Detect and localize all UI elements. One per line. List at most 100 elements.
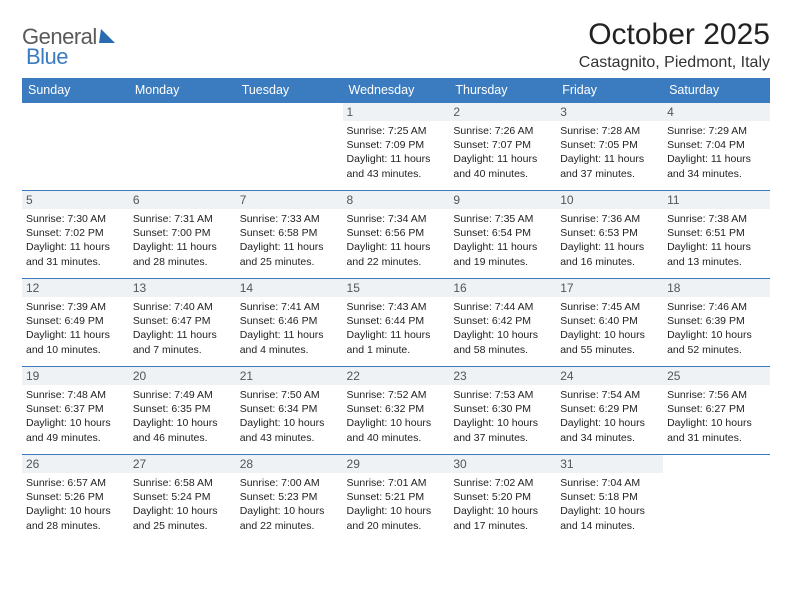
calendar-week: 19 Sunrise: 7:48 AMSunset: 6:37 PMDayligh… [22,367,770,455]
calendar-cell: 12Sunrise: 7:39 AMSunset: 6:49 PMDayligh… [22,279,129,367]
day-number: 27 [129,455,236,473]
sunset-text: Sunset: 6:35 PM [133,402,232,416]
sunrise-text: Sunrise: 7:25 AM [347,124,446,138]
sunrise-text: Sunrise: 7:41 AM [240,300,339,314]
calendar-cell: 17Sunrise: 7:45 AMSunset: 6:40 PMDayligh… [556,279,663,367]
sunrise-text: Sunrise: 7:33 AM [240,212,339,226]
day-number: 12 [22,279,129,297]
daylight-text: Daylight: 11 hours and 4 minutes. [240,328,339,356]
sunrise-text: Sunrise: 7:48 AM [26,388,125,402]
day-info: Sunrise: 7:56 AMSunset: 6:27 PMDaylight:… [667,388,766,445]
day-number: 8 [343,191,450,209]
sunset-text: Sunset: 6:58 PM [240,226,339,240]
day-number: 1 [343,103,450,121]
sunset-text: Sunset: 5:23 PM [240,490,339,504]
day-number: 28 [236,455,343,473]
daylight-text: Daylight: 10 hours and 17 minutes. [453,504,552,532]
day-info: Sunrise: 7:30 AMSunset: 7:02 PMDaylight:… [26,212,125,269]
day-info: Sunrise: 7:01 AMSunset: 5:21 PMDaylight:… [347,476,446,533]
calendar-cell: 11Sunrise: 7:38 AMSunset: 6:51 PMDayligh… [663,191,770,279]
sunset-text: Sunset: 6:34 PM [240,402,339,416]
sunrise-text: Sunrise: 7:04 AM [560,476,659,490]
sunset-text: Sunset: 7:05 PM [560,138,659,152]
sunset-text: Sunset: 7:04 PM [667,138,766,152]
daylight-text: Daylight: 10 hours and 20 minutes. [347,504,446,532]
calendar-cell: 14 Sunrise: 7:41 AMSunset: 6:46 PMDayligh… [236,279,343,367]
calendar-cell: 15Sunrise: 7:43 AMSunset: 6:44 PMDayligh… [343,279,450,367]
calendar-cell: 16Sunrise: 7:44 AMSunset: 6:42 PMDayligh… [449,279,556,367]
calendar-cell: 21Sunrise: 7:50 AMSunset: 6:34 PMDayligh… [236,367,343,455]
sunset-text: Sunset: 5:21 PM [347,490,446,504]
calendar-cell [129,103,236,191]
sunset-text: Sunset: 7:00 PM [133,226,232,240]
sunset-text: Sunset: 6:27 PM [667,402,766,416]
calendar-cell: 31Sunrise: 7:04 AMSunset: 5:18 PMDayligh… [556,455,663,543]
calendar-cell: 29Sunrise: 7:01 AMSunset: 5:21 PMDayligh… [343,455,450,543]
daylight-text: Daylight: 11 hours and 1 minute. [347,328,446,356]
daylight-text: Daylight: 11 hours and 10 minutes. [26,328,125,356]
sunset-text: Sunset: 6:44 PM [347,314,446,328]
calendar-cell: 30Sunrise: 7:02 AMSunset: 5:20 PMDayligh… [449,455,556,543]
daylight-text: Daylight: 10 hours and 43 minutes. [240,416,339,444]
sunrise-text: Sunrise: 7:01 AM [347,476,446,490]
sunrise-text: Sunrise: 7:44 AM [453,300,552,314]
daylight-text: Daylight: 10 hours and 28 minutes. [26,504,125,532]
day-number: 9 [449,191,556,209]
daylight-text: Daylight: 10 hours and 46 minutes. [133,416,232,444]
calendar-cell: 1 Sunrise: 7:25 AMSunset: 7:09 PMDaylight… [343,103,450,191]
day-number: 4 [663,103,770,121]
calendar-cell: 2Sunrise: 7:26 AMSunset: 7:07 PMDaylight… [449,103,556,191]
calendar-cell: 9Sunrise: 7:35 AMSunset: 6:54 PMDaylight… [449,191,556,279]
calendar-cell: 20Sunrise: 7:49 AMSunset: 6:35 PMDayligh… [129,367,236,455]
day-number: 13 [129,279,236,297]
day-number: 19 [22,367,129,385]
day-info: Sunrise: 7:54 AMSunset: 6:29 PMDaylight:… [560,388,659,445]
sunrise-text: Sunrise: 7:35 AM [453,212,552,226]
sunrise-text: Sunrise: 6:58 AM [133,476,232,490]
day-number: 6 [129,191,236,209]
sunrise-text: Sunrise: 7:49 AM [133,388,232,402]
daylight-text: Daylight: 11 hours and 22 minutes. [347,240,446,268]
brand-triangle-icon [99,29,117,43]
calendar-cell: 3Sunrise: 7:28 AMSunset: 7:05 PMDaylight… [556,103,663,191]
sunset-text: Sunset: 7:09 PM [347,138,446,152]
day-info: Sunrise: 7:31 AMSunset: 7:00 PMDaylight:… [133,212,232,269]
brand-blue-row: Blue [26,44,68,70]
day-number: 24 [556,367,663,385]
sunset-text: Sunset: 6:47 PM [133,314,232,328]
brand-blue: Blue [26,44,68,69]
day-header: Wednesday [343,78,450,103]
sunrise-text: Sunrise: 7:02 AM [453,476,552,490]
day-info: Sunrise: 7:52 AMSunset: 6:32 PMDaylight:… [347,388,446,445]
day-info: Sunrise: 7:38 AMSunset: 6:51 PMDaylight:… [667,212,766,269]
sunset-text: Sunset: 6:29 PM [560,402,659,416]
sunset-text: Sunset: 5:20 PM [453,490,552,504]
calendar-cell: 6 Sunrise: 7:31 AMSunset: 7:00 PMDaylight… [129,191,236,279]
day-info: Sunrise: 7:25 AMSunset: 7:09 PMDaylight:… [347,124,446,181]
daylight-text: Daylight: 10 hours and 31 minutes. [667,416,766,444]
calendar-cell: 25Sunrise: 7:56 AMSunset: 6:27 PMDayligh… [663,367,770,455]
calendar-cell: 24 Sunrise: 7:54 AMSunset: 6:29 PMDayligh… [556,367,663,455]
day-info: Sunrise: 6:57 AMSunset: 5:26 PMDaylight:… [26,476,125,533]
sunrise-text: Sunrise: 7:56 AM [667,388,766,402]
calendar-cell: 8Sunrise: 7:34 AMSunset: 6:56 PMDaylight… [343,191,450,279]
sunset-text: Sunset: 6:46 PM [240,314,339,328]
daylight-text: Daylight: 11 hours and 40 minutes. [453,152,552,180]
daylight-text: Daylight: 11 hours and 25 minutes. [240,240,339,268]
daylight-text: Daylight: 10 hours and 52 minutes. [667,328,766,356]
day-number: 17 [556,279,663,297]
day-header-row: SundayMondayTuesdayWednesdayThursdayFrid… [22,78,770,103]
day-number: 22 [343,367,450,385]
calendar-cell: 7Sunrise: 7:33 AMSunset: 6:58 PMDaylight… [236,191,343,279]
calendar-cell: 23Sunrise: 7:53 AMSunset: 6:30 PMDayligh… [449,367,556,455]
sunset-text: Sunset: 6:30 PM [453,402,552,416]
day-number: 14 [236,279,343,297]
sunset-text: Sunset: 5:18 PM [560,490,659,504]
day-number: 2 [449,103,556,121]
daylight-text: Daylight: 11 hours and 7 minutes. [133,328,232,356]
day-info: Sunrise: 7:48 AMSunset: 6:37 PMDaylight:… [26,388,125,445]
sunrise-text: Sunrise: 7:40 AM [133,300,232,314]
daylight-text: Daylight: 11 hours and 37 minutes. [560,152,659,180]
calendar-cell: 28Sunrise: 7:00 AMSunset: 5:23 PMDayligh… [236,455,343,543]
sunrise-text: Sunrise: 7:34 AM [347,212,446,226]
